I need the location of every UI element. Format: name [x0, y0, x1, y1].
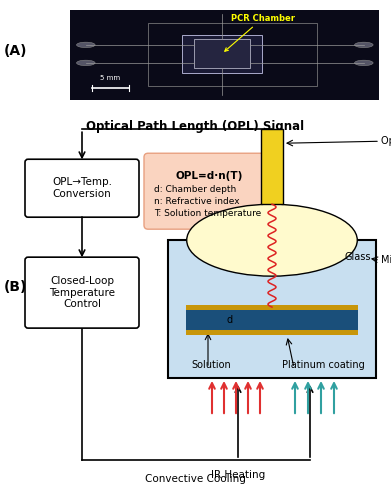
Bar: [181, 35, 262, 73]
Circle shape: [355, 42, 373, 48]
Bar: [194, 39, 249, 68]
Text: (A): (A): [4, 44, 27, 58]
Bar: [186, 310, 358, 330]
Text: d: d: [227, 315, 233, 325]
Circle shape: [355, 60, 373, 66]
Bar: [261, 129, 283, 204]
Bar: [168, 240, 376, 378]
Text: OPL=d·n(T): OPL=d·n(T): [175, 171, 243, 181]
Text: (B): (B): [3, 280, 27, 294]
Bar: [148, 23, 317, 86]
Text: Closed-Loop
Temperature
Control: Closed-Loop Temperature Control: [49, 276, 115, 309]
Text: Mineral oil: Mineral oil: [381, 255, 391, 265]
FancyBboxPatch shape: [25, 159, 139, 217]
Text: IR Heating: IR Heating: [211, 470, 265, 480]
Text: 5 mm: 5 mm: [100, 75, 120, 81]
Ellipse shape: [187, 204, 357, 276]
Text: Convective Cooling: Convective Cooling: [145, 474, 246, 484]
Text: PCR Chamber: PCR Chamber: [225, 14, 295, 51]
FancyBboxPatch shape: [25, 257, 139, 328]
Text: T: Solution temperature: T: Solution temperature: [154, 209, 261, 218]
Text: Solution: Solution: [191, 360, 231, 370]
Text: Optical fiber: Optical fiber: [381, 136, 391, 146]
Text: Glass: Glass: [344, 252, 371, 262]
Text: d: Chamber depth: d: Chamber depth: [154, 185, 236, 194]
Text: Optical Path Length (OPL) Signal: Optical Path Length (OPL) Signal: [86, 120, 305, 133]
Bar: [186, 305, 358, 310]
Circle shape: [77, 42, 95, 48]
Bar: [186, 330, 358, 335]
Circle shape: [77, 60, 95, 66]
FancyBboxPatch shape: [144, 153, 274, 229]
Text: n: Refractive index: n: Refractive index: [154, 197, 240, 206]
Text: OPL→Temp.
Conversion: OPL→Temp. Conversion: [52, 177, 112, 199]
Text: Platinum coating: Platinum coating: [282, 360, 365, 370]
